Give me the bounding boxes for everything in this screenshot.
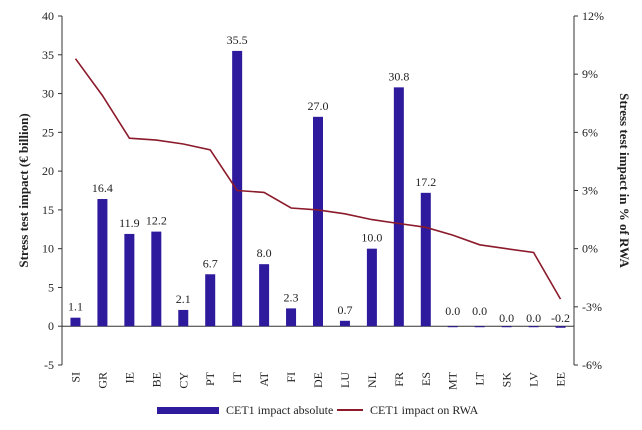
bar-cy <box>178 309 189 327</box>
bar-si <box>70 317 81 327</box>
rwa-line <box>74 58 562 300</box>
legend-swatch-bars <box>157 407 219 414</box>
bar-value-label: 16.4 <box>92 181 113 195</box>
category-label: FR <box>392 372 406 387</box>
bar-sk <box>501 326 512 328</box>
bar-value-label: 0.7 <box>337 303 352 317</box>
bar-value-label: 0.0 <box>499 311 514 325</box>
right-axis-title: Stress test impact in % of RWA <box>617 93 632 268</box>
bars <box>70 50 566 328</box>
bar-de <box>313 116 323 327</box>
category-label: BE <box>149 372 163 387</box>
category-label: AT <box>257 371 271 386</box>
category-label: IE <box>122 372 136 383</box>
bar-nl <box>366 248 377 327</box>
right-tick-label: -6% <box>582 358 602 372</box>
rwa-line-path <box>74 58 562 300</box>
left-tick-label: 25 <box>42 125 54 139</box>
left-tick-label: 35 <box>42 48 54 62</box>
right-tick-label: 6% <box>582 125 598 139</box>
bar-mt <box>447 326 458 328</box>
category-labels: SI GR IE BE CY PT IT AT FI DE LU NL FR ES MT LT SK LV EE <box>68 371 567 390</box>
left-tick-label: 5 <box>48 280 54 294</box>
bar-value-label: 10.0 <box>361 231 382 245</box>
bar-lv <box>528 326 539 328</box>
bar-value-label: 0.0 <box>472 304 487 318</box>
legend-label-line: CET1 impact on RWA <box>370 403 479 417</box>
category-label: MT <box>446 371 460 390</box>
bar-value-label: 0.0 <box>526 311 541 325</box>
left-tick-label: -5 <box>44 358 54 372</box>
bar-es <box>420 192 431 327</box>
right-tick-label: 0% <box>582 242 598 256</box>
category-label: SI <box>68 372 82 383</box>
bar-value-label: 17.2 <box>415 175 436 189</box>
axes: -5 0 5 10 15 20 25 30 35 40 -6% -3% 0% 3% 6% 9% 12% Stres… <box>16 9 632 372</box>
left-axis-title: Stress test impact (€ billion) <box>16 113 31 267</box>
category-label: EE <box>554 372 568 387</box>
category-label: NL <box>365 372 379 388</box>
bar-value-label: -0.2 <box>551 311 570 325</box>
category-label: SK <box>500 372 514 388</box>
category-label: LU <box>338 372 352 388</box>
right-tick-label: 12% <box>582 9 604 23</box>
bar-value-label: 35.5 <box>227 33 248 47</box>
category-label: DE <box>311 372 325 388</box>
category-label: LV <box>527 372 541 387</box>
bar-value-label: 11.9 <box>119 216 140 230</box>
bar-at <box>259 264 270 327</box>
category-label: ES <box>419 372 433 386</box>
legend-label-bars: CET1 impact absolute <box>226 403 333 417</box>
category-label: FI <box>284 372 298 383</box>
bar-ee <box>555 326 566 328</box>
bar-be <box>151 231 162 327</box>
category-label: CY <box>176 372 190 389</box>
bar-value-label: 8.0 <box>257 246 272 260</box>
category-label: LT <box>473 371 487 385</box>
data-labels: 1.1 16.4 11.9 12.2 2.1 6.7 35.5 8.0 2.3 27.0 0.7 10… <box>68 33 570 325</box>
bar-lt <box>474 326 485 328</box>
bar-value-label: 12.2 <box>146 214 167 228</box>
bar-value-label: 6.7 <box>203 256 218 270</box>
legend: CET1 impact absolute CET1 impact on RWA <box>157 403 479 417</box>
bar-fr <box>393 87 404 327</box>
left-tick-label: 15 <box>42 203 54 217</box>
bar-value-label: 30.8 <box>388 69 409 83</box>
right-tick-label: 3% <box>582 184 598 198</box>
bar-value-label: 2.1 <box>176 292 191 306</box>
category-label: PT <box>203 371 217 386</box>
bar-value-label: 2.3 <box>284 290 299 304</box>
bar-value-label: 27.0 <box>308 99 329 113</box>
left-tick-label: 0 <box>48 319 54 333</box>
bar-value-label: 1.1 <box>68 300 83 314</box>
category-label: IT <box>230 371 244 383</box>
left-tick-label: 10 <box>42 242 54 256</box>
left-tick-label: 20 <box>42 164 54 178</box>
right-tick-label: -3% <box>582 300 602 314</box>
bar-ie <box>124 233 135 327</box>
bar-lu <box>339 320 350 327</box>
left-tick-label: 30 <box>42 87 54 101</box>
bar-fi <box>286 308 297 327</box>
bar-value-label: 0.0 <box>445 304 460 318</box>
category-label: GR <box>95 372 109 389</box>
bar-pt <box>205 274 216 327</box>
bar-it <box>232 50 243 327</box>
right-tick-label: 9% <box>582 67 598 81</box>
left-tick-label: 40 <box>42 9 54 23</box>
bar-gr <box>97 199 108 327</box>
